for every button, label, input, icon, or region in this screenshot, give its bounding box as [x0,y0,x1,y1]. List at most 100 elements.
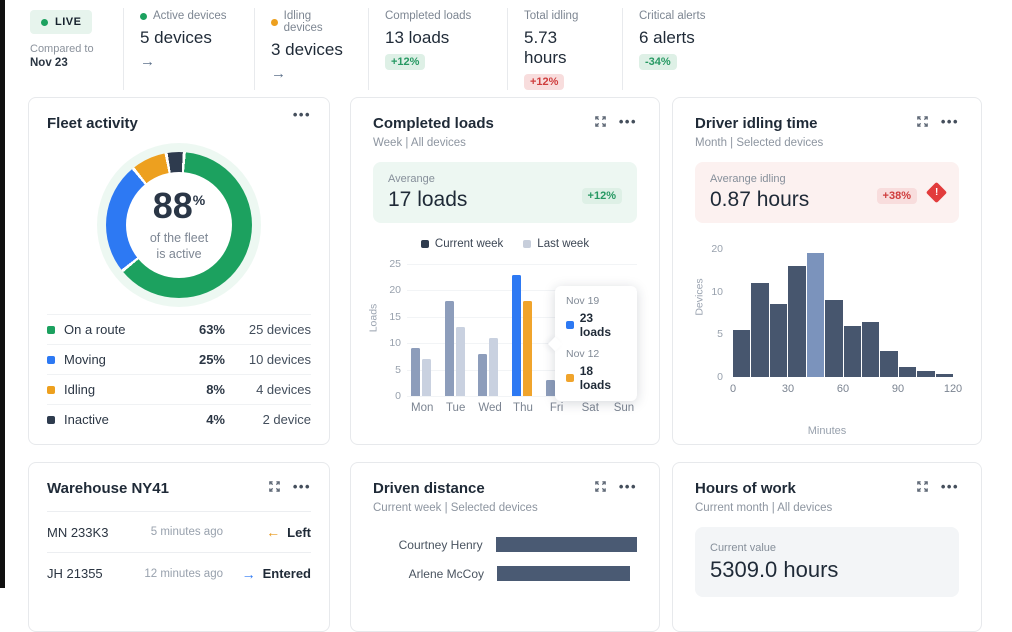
day-bar-group[interactable] [444,264,467,396]
metric-delta-badge: -34% [639,54,677,70]
metric-label: Idling devices [283,10,323,34]
tooltip-date: Nov 12 [566,348,600,360]
day-bar-group[interactable] [511,264,534,396]
hours-summary-panel: Current value 5309.0 hours [695,527,959,597]
histogram-bar[interactable] [806,253,825,377]
chart-bar[interactable] [489,338,499,396]
expand-icon[interactable] [268,480,281,493]
histogram-bar[interactable] [751,283,769,377]
distance-row: Courtney Henry [373,530,637,559]
tooltip-dot-icon [566,374,574,382]
metric-label: Total idling [524,10,579,22]
expand-icon[interactable] [594,115,607,128]
day-bar-group[interactable] [478,264,500,396]
vehicle-plate: MN 233K3 [47,524,109,540]
metric-label: Active devices [153,10,227,22]
y-tick-label: 25 [389,258,401,270]
fleet-legend: On a route 63% 25 devices Moving 25% 10 … [47,314,311,434]
legend-label: Idling [64,382,96,397]
legend-square-icon [420,240,429,248]
metric-label: Critical alerts [639,10,706,22]
gridline [407,343,637,345]
x-tick-label: Fri [549,402,564,414]
metric-label: Completed loads [385,10,472,22]
metric-value: 5 devices [140,28,212,47]
fleet-legend-row: Idling 8% 4 devices [47,374,311,404]
distance-bar[interactable] [495,537,637,552]
histogram-bar[interactable] [788,266,806,377]
chart-bar[interactable] [411,348,420,396]
warehouse-row[interactable]: JH 21355 12 minutes ago → Entered [47,553,311,594]
distance-bar[interactable] [497,566,630,581]
card-title: Hours of work [695,480,796,497]
histogram-bar[interactable] [733,330,751,377]
x-tick-label: 90 [891,383,905,395]
distance-row: Arlene McCoy [373,559,637,588]
legend-devices: 4 devices [256,382,311,397]
loads-summary-panel: Averange 17 loads +12% [373,162,637,223]
fleet-donut-chart[interactable]: 88% of the fleet is active [106,152,252,298]
panel-value: 17 loads [388,188,468,211]
percent-sign: % [192,191,206,208]
chart-bar[interactable] [444,301,454,396]
live-dot-icon [41,18,48,26]
legend-dot-icon [47,355,55,364]
tooltip-value: 18 loads [579,364,612,392]
histogram-bar[interactable] [917,371,935,377]
legend-devices: 10 devices [248,352,311,367]
legend-label: On a route [64,322,126,337]
metric-idling-devices: Idling devices 3 devices → [255,8,369,90]
gridline [407,264,637,265]
driven-distance-card: Driven distance Current week | Selected … [350,462,660,632]
hours-of-work-card: Hours of work Current month | All device… [672,462,982,632]
metric-value: 6 alerts [639,28,695,47]
compared-to-label: Compared to [30,43,94,55]
card-title: Driver idling time [695,115,818,132]
card-subtitle: Current month | All devices [695,502,833,514]
histogram-bar[interactable] [935,374,954,377]
expand-icon[interactable] [916,115,929,128]
warehouse-row[interactable]: MN 233K3 5 minutes ago ← Left [47,512,311,553]
chart-bar[interactable] [455,327,465,396]
compared-to-value: Nov 23 [30,57,68,69]
panel-delta-badge: +38% [876,187,917,204]
expand-icon[interactable] [916,480,929,493]
legend-label: Inactive [64,412,109,427]
driver-idling-card: Driver idling time Month | Selected devi… [672,97,982,445]
y-tick-label: 20 [711,243,723,255]
y-tick-label: 0 [395,390,401,402]
day-bar-group[interactable] [411,264,433,396]
tooltip-value: 23 loads [579,311,612,339]
metric-arrow-link[interactable]: → [271,65,286,82]
histogram-bar[interactable] [825,300,843,377]
metric-completed-loads: Completed loads 13 loads +12% [369,8,508,90]
histogram-bar[interactable] [898,367,917,377]
screen-edge [0,0,5,588]
tooltip-dot-icon [566,321,574,329]
hist-x-labels: 0 30 60 90 120 [730,383,962,397]
event-label: Entered [262,566,311,581]
legend-devices: 25 devices [248,322,311,337]
chart-bar[interactable] [522,301,532,396]
fleet-active-percent: 88 [152,184,193,226]
metric-arrow-link[interactable]: → [140,53,155,70]
chart-bar[interactable] [478,354,488,396]
chart-bar[interactable] [545,380,555,396]
completed-loads-card: Completed loads Week | All devices ••• A… [350,97,660,445]
histogram-bar[interactable] [769,304,788,377]
legend-dot-icon [47,325,55,334]
panel-label: Averange idling [710,173,786,185]
divider [47,511,311,512]
panel-delta-badge: +12% [581,187,622,204]
fleet-activity-card: Fleet activity ••• 88% of the fleet is a… [28,97,330,445]
chart-bar[interactable] [422,359,431,396]
x-axis-label: Minutes [807,425,847,437]
histogram-bar[interactable] [843,326,861,377]
chart-bar[interactable] [511,275,521,396]
expand-icon[interactable] [594,480,607,493]
histogram-bar[interactable] [880,351,898,377]
x-tick-label: Tue [445,402,466,414]
histogram-bar[interactable] [861,322,880,377]
card-title: Fleet activity [47,115,138,132]
card-title: Warehouse NY41 [47,480,169,497]
